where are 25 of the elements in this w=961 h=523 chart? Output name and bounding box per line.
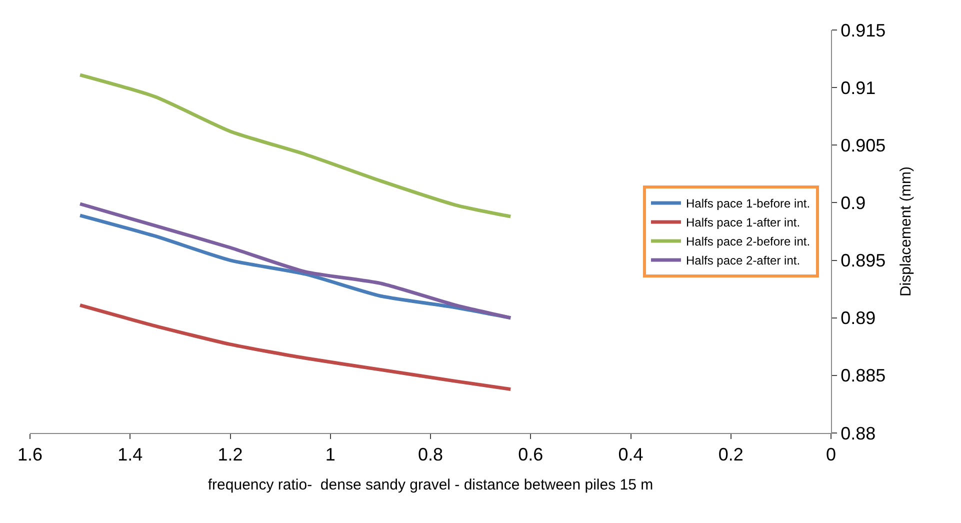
y-tick-label: 0.905	[840, 135, 886, 156]
x-tick-label: 1.2	[218, 444, 243, 465]
y-tick-label: 0.915	[840, 20, 886, 40]
legend-label: Halfs pace 1-before int.	[686, 196, 810, 211]
x-tick-label: 0	[826, 444, 836, 465]
x-tick-label: 0.8	[418, 444, 444, 465]
legend-label: Halfs pace 2-after int.	[686, 254, 800, 268]
y-tick-label: 0.91	[840, 78, 876, 98]
x-tick-label: 1.6	[17, 444, 43, 465]
y-axis-title: Displacement (mm)	[898, 166, 915, 297]
y-tick-label: 0.895	[840, 250, 886, 271]
line-series	[78, 303, 512, 391]
legend-label: Halfs pace 2-before int.	[686, 234, 810, 249]
x-tick-label: 0.6	[518, 444, 544, 465]
y-tick-label: 0.89	[840, 308, 876, 328]
y-tick-label: 0.885	[840, 366, 886, 386]
legend-label: Halfs pace 1-after int.	[686, 216, 800, 230]
y-tick-label: 0.88	[840, 423, 876, 444]
y-tick-label: 0.9	[840, 193, 866, 214]
x-tick-label: 0.4	[618, 444, 644, 465]
x-axis-title: frequency ratio- dense sandy gravel - distance between piles 15 m	[208, 476, 654, 494]
line-series	[78, 73, 512, 218]
x-tick-label: 0.2	[718, 444, 744, 465]
x-tick-label: 1.4	[118, 444, 143, 465]
x-tick-label: 1	[325, 444, 336, 465]
